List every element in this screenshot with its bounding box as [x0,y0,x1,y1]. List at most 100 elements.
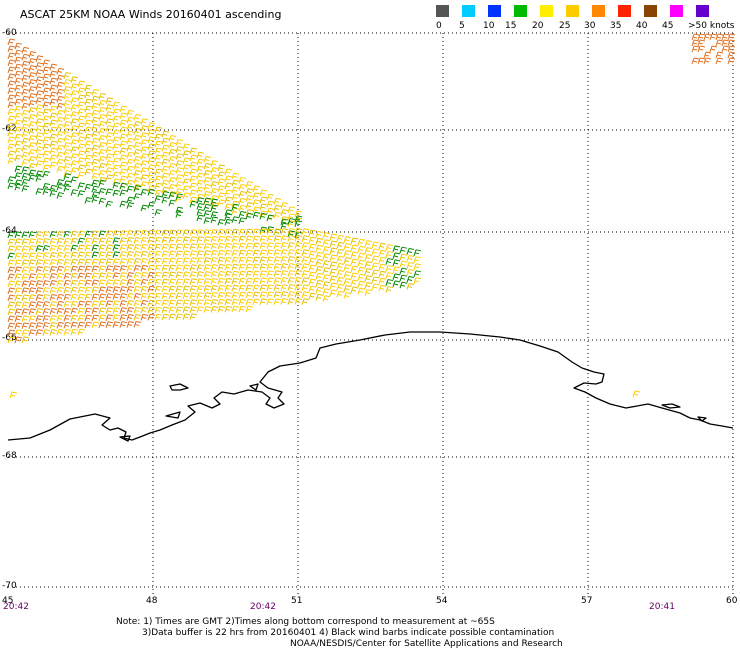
wind-barb [238,263,247,271]
wind-barb [154,229,163,237]
wind-barb [70,265,79,273]
wind-barb [378,284,387,292]
wind-barb [259,203,268,211]
wind-barb [70,272,79,280]
wind-barb [28,252,37,259]
wind-barb [119,147,128,155]
wind-barb [119,175,128,183]
wind-barb [182,250,191,258]
wind-barb [210,278,219,285]
wind-barb [28,121,37,128]
wind-barb [245,228,254,236]
wind-barb [77,279,86,287]
legend-label: 40 [636,21,648,31]
wind-barb [364,254,373,261]
wind-barb [203,264,212,271]
wind-barb [266,228,275,235]
wind-barb [21,81,30,89]
wind-barb [21,53,30,61]
wind-barb [399,246,408,254]
wind-barb [273,291,282,298]
wind-barb [98,272,107,280]
wind-barb [371,241,380,249]
wind-barb [77,108,86,116]
wind-barb [140,250,149,258]
wind-barb [168,169,177,177]
wind-barb [112,150,121,158]
wind-barb [7,136,16,144]
wind-barb [28,273,37,280]
wind-barb [56,123,65,131]
wind-barb [70,146,79,153]
wind-barb [301,277,310,284]
wind-barb [322,274,331,281]
wind-barb [154,278,163,286]
wind-barb [703,57,712,65]
wind-barb [63,149,72,156]
wind-barb [91,165,100,173]
wind-barb [168,306,177,314]
wind-barb [280,235,289,242]
wind-barb [21,185,30,192]
wind-barb [91,109,100,117]
wind-barb [147,264,156,272]
wind-barb [329,261,338,269]
wind-barb [84,161,93,169]
wind-barb [147,164,156,172]
wind-barb [49,286,58,294]
wind-barb [273,298,282,305]
wind-barb [238,277,247,285]
wind-barb [105,188,114,196]
wind-barb [63,128,72,135]
wind-barb [35,146,44,153]
wind-barb [182,143,191,151]
wind-barb [42,301,51,308]
wind-barb [154,182,163,190]
wind-barb [119,286,128,293]
wind-barb [49,70,58,78]
wind-barb [140,167,149,174]
wind-barb [21,130,30,138]
lon-label: 54 [436,596,448,606]
wind-barb [210,250,219,257]
wind-barb [154,209,163,216]
wind-barb [273,235,282,242]
wind-barb [280,242,289,249]
wind-barb [112,171,121,179]
wind-barb [35,245,44,252]
wind-barb [70,189,79,196]
wind-barb [266,249,275,256]
wind-barb [357,287,366,295]
wind-barb [315,279,324,287]
wind-barb [294,269,303,277]
wind-barb [35,301,44,308]
wind-barb [7,182,16,190]
wind-barb [280,218,289,226]
wind-barb [21,245,30,252]
wind-barb [217,171,226,179]
wind-barb [238,284,247,292]
wind-barb [189,264,198,271]
wind-barb [91,321,100,329]
wind-barb [231,203,240,211]
wind-barb [273,270,282,277]
wind-barb [175,167,184,174]
wind-barb [691,33,700,41]
wind-barb [91,172,100,180]
wind-barb [105,314,114,321]
wind-barb [399,260,408,268]
time-label: 20:42 [3,602,29,612]
wind-barb [49,230,58,238]
wind-barb [7,245,16,253]
wind-barb [252,211,261,219]
wind-barb [175,299,184,307]
wind-barb [203,257,212,264]
wind-barb [119,133,128,141]
wind-barb [35,308,44,315]
wind-barb [350,279,359,287]
wind-barb [231,216,240,223]
wind-barb [84,314,93,322]
wind-barb [14,301,23,309]
wind-barb [168,257,177,265]
wind-barb [7,280,16,288]
